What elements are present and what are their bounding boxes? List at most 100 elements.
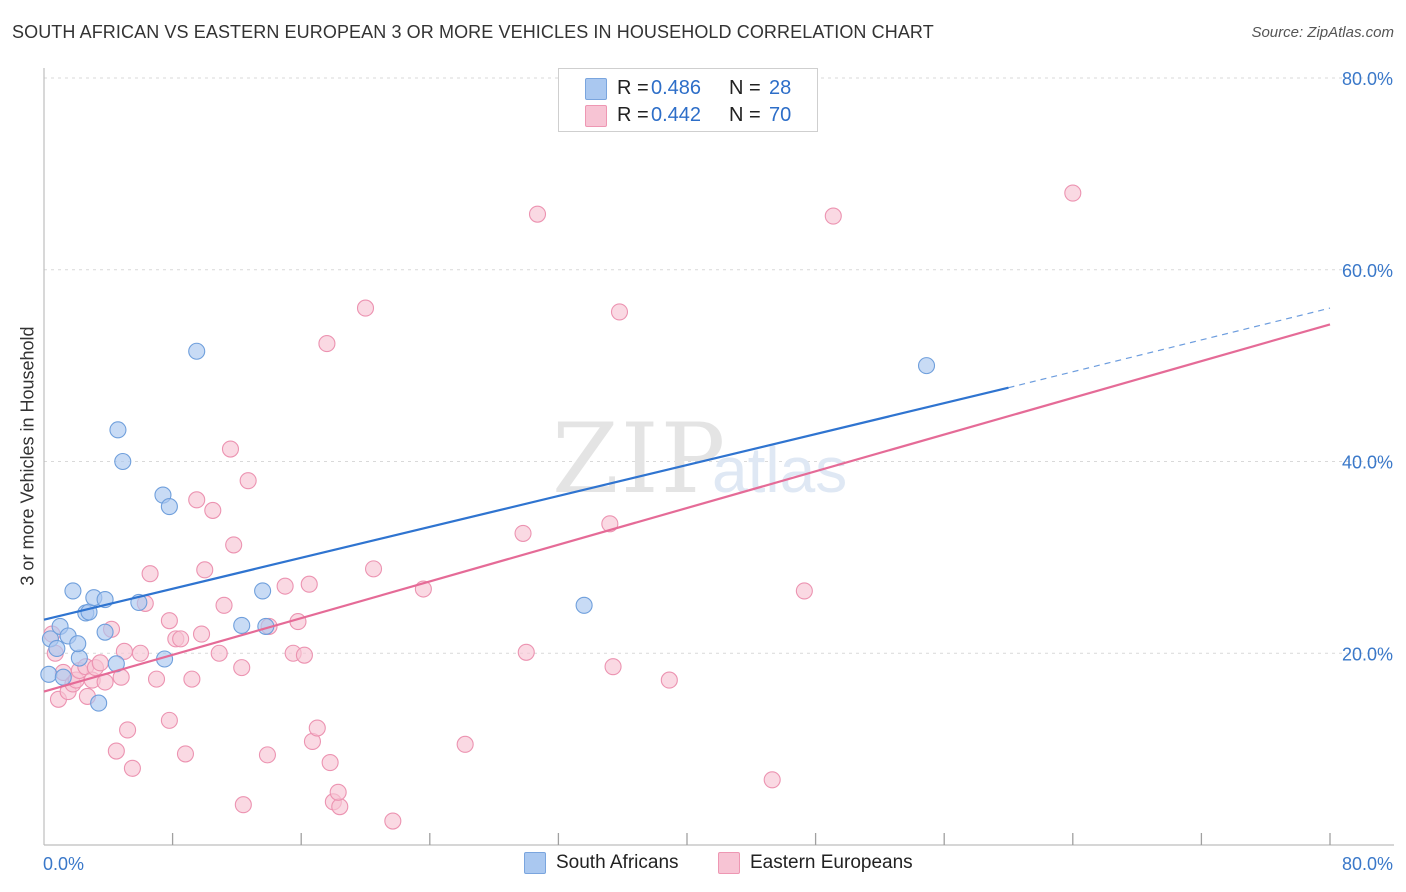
eastern-european-point <box>233 659 251 677</box>
eastern-european-point <box>107 742 125 760</box>
eastern-european-point <box>239 472 257 490</box>
points-layer <box>40 184 1082 830</box>
legend-box: R = 0.486 N = 28 R = 0.442 N = 70 <box>558 68 818 132</box>
legend-r-value: 0.486 <box>651 76 702 99</box>
eastern-european-point <box>215 596 233 614</box>
eastern-european-point <box>295 646 313 664</box>
bottom-legend-swatch-pink <box>718 852 740 874</box>
south-african-point <box>48 639 66 658</box>
y-tick-label: 80.0% <box>1342 69 1393 89</box>
eastern-european-point <box>160 612 178 630</box>
watermark-zip: ZIP <box>552 403 727 515</box>
eastern-european-point <box>610 303 629 321</box>
legend-n-label: N = <box>729 76 761 99</box>
chart-title: SOUTH AFRICAN VS EASTERN EUROPEAN 3 OR M… <box>12 22 934 42</box>
eastern-european-point <box>188 491 206 509</box>
eastern-european-point <box>528 205 547 223</box>
eastern-european-point <box>824 207 842 225</box>
eastern-european-point <box>204 501 222 519</box>
eastern-european-point <box>795 582 813 600</box>
eastern-european-point <box>300 575 318 593</box>
eastern-european-point <box>172 630 190 648</box>
south-african-point <box>40 665 58 683</box>
legend-n-label: N = <box>729 103 761 126</box>
south-african-point <box>54 668 72 686</box>
eastern-european-point <box>356 299 375 317</box>
trend-line-eastern-europeans <box>43 323 1331 693</box>
eastern-european-point <box>318 335 336 353</box>
bottom-legend-label: Eastern Europeans <box>750 852 913 873</box>
south-african-point <box>69 635 87 653</box>
eastern-european-point <box>763 771 781 789</box>
axis-layer <box>43 68 1394 846</box>
trend-line-south-africans <box>43 386 1009 621</box>
eastern-european-point <box>123 759 141 777</box>
tick-label-layer: 20.0% 40.0% 60.0% 80.0% 0.0% 80.0% <box>43 69 1393 874</box>
y-tick-label: 60.0% <box>1342 261 1393 281</box>
eastern-european-point <box>192 625 211 643</box>
bottom-legend: South Africans Eastern Europeans <box>0 852 1406 876</box>
x-tick-label-max: 80.0% <box>1342 854 1393 874</box>
south-african-point <box>70 649 88 667</box>
bottom-legend-label: South Africans <box>556 852 679 873</box>
eastern-european-point <box>234 796 252 814</box>
south-african-point <box>109 421 127 439</box>
eastern-european-point <box>210 644 228 662</box>
legend-row-south-africans: R = 0.486 N = 28 <box>617 75 791 101</box>
eastern-european-point <box>517 643 535 661</box>
eastern-european-point <box>160 711 178 729</box>
eastern-european-point <box>91 654 109 672</box>
eastern-european-point <box>384 812 402 830</box>
south-african-point <box>233 616 251 634</box>
eastern-european-point <box>225 536 243 554</box>
eastern-european-point <box>196 561 214 579</box>
eastern-european-point <box>514 524 532 542</box>
legend-r-value: 0.442 <box>651 103 702 126</box>
south-african-point <box>160 498 178 516</box>
eastern-european-point <box>276 577 294 595</box>
south-african-point <box>917 357 936 375</box>
south-african-point <box>575 596 593 614</box>
eastern-european-point <box>456 735 474 753</box>
south-african-point <box>114 452 132 471</box>
legend-n-value: 70 <box>769 103 792 126</box>
y-tick-label: 40.0% <box>1342 453 1393 473</box>
legend-n-value: 28 <box>769 76 792 99</box>
eastern-european-point <box>221 440 240 458</box>
eastern-european-point <box>331 798 349 816</box>
eastern-european-point <box>258 746 276 764</box>
x-tick-label-min: 0.0% <box>43 854 84 874</box>
trend-layer <box>43 307 1331 693</box>
legend-swatch-south-africans <box>585 78 607 100</box>
south-african-point <box>96 623 114 641</box>
south-african-point <box>90 694 108 712</box>
bottom-legend-swatch-blue <box>524 852 546 874</box>
eastern-european-point <box>604 658 622 676</box>
eastern-european-point <box>321 753 339 772</box>
south-african-point <box>64 582 82 600</box>
eastern-european-point <box>308 719 326 737</box>
eastern-european-point <box>329 783 347 801</box>
chart-source: Source: ZipAtlas.com <box>1251 24 1394 41</box>
watermark: ZIP atlas <box>552 403 847 515</box>
eastern-european-point <box>119 721 137 739</box>
eastern-european-point <box>131 644 149 662</box>
trend-line-south-africans-extrapolated <box>1008 307 1331 389</box>
eastern-european-point <box>660 671 678 689</box>
legend-swatch-eastern-europeans <box>585 105 607 127</box>
bottom-legend-eastern-europeans: Eastern Europeans <box>718 852 913 874</box>
legend-r-label: R = <box>617 76 649 99</box>
south-african-point <box>188 342 206 360</box>
south-african-point <box>254 582 272 600</box>
eastern-european-point <box>141 565 159 583</box>
legend-r-label: R = <box>617 103 649 126</box>
y-tick-label: 20.0% <box>1342 644 1393 664</box>
eastern-european-point <box>147 670 166 688</box>
eastern-european-point <box>176 745 195 763</box>
eastern-european-point <box>364 560 383 578</box>
legend-row-eastern-europeans: R = 0.442 N = 70 <box>617 102 791 128</box>
eastern-european-point <box>183 670 201 688</box>
grid-layer <box>44 77 1394 654</box>
eastern-european-point <box>1064 184 1082 202</box>
